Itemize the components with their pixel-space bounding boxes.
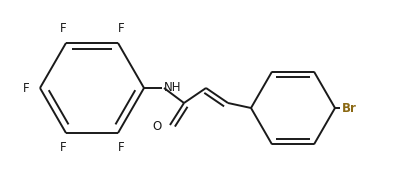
Text: F: F xyxy=(118,22,124,35)
Text: F: F xyxy=(60,141,66,154)
Text: F: F xyxy=(118,141,124,154)
Text: Br: Br xyxy=(342,102,357,115)
Text: F: F xyxy=(23,82,30,95)
Text: O: O xyxy=(153,120,162,134)
Text: F: F xyxy=(60,22,66,35)
Text: NH: NH xyxy=(164,80,181,93)
